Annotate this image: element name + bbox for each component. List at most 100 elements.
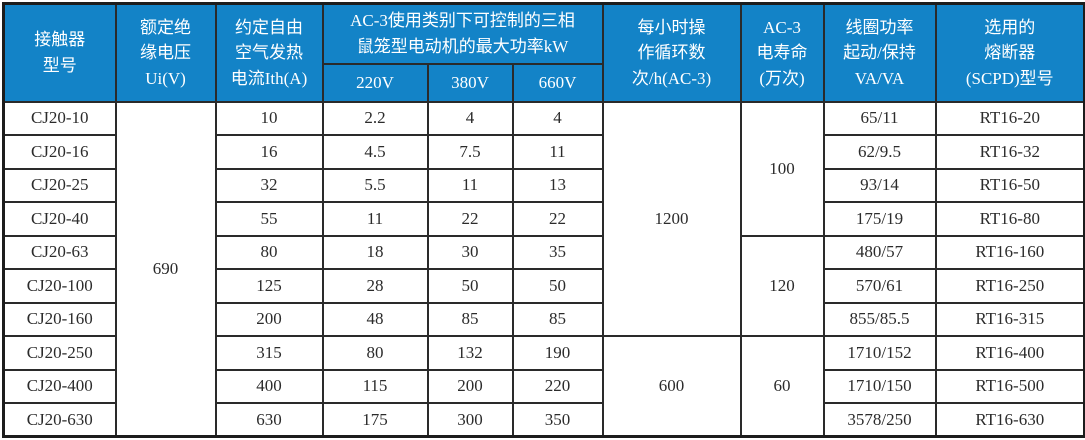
- cell-model: CJ20-400: [2, 368, 117, 404]
- cell-power-220v: 2.2: [321, 100, 429, 136]
- cell-fuse-type: RT16-315: [934, 301, 1085, 337]
- cell-coil-power: 65/11: [822, 100, 937, 136]
- cell-coil-power: 3578/250: [822, 402, 937, 438]
- cell-power-220v: 28: [321, 268, 429, 304]
- cell-power-380v: 11: [426, 167, 514, 203]
- cell-life-merged: 100: [739, 100, 825, 237]
- cell-power-660v: 11: [511, 134, 604, 170]
- cell-power-380v: 300: [426, 402, 514, 438]
- cell-power-220v: 18: [321, 234, 429, 270]
- cell-fuse-type: RT16-630: [934, 402, 1085, 438]
- col-header-electrical-life: AC-3 电寿命 (万次): [739, 2, 825, 103]
- table-row: CJ20-10 690 10 2.2 4 4 1200 100 65/11 RT…: [2, 100, 1085, 438]
- cell-power-220v: 175: [321, 402, 429, 438]
- cell-power-220v: 5.5: [321, 167, 429, 203]
- cell-power-380v: 4: [426, 100, 514, 136]
- cell-cycles-merged: 600: [601, 335, 742, 438]
- cell-power-380v: 22: [426, 201, 514, 237]
- cell-power-220v: 115: [321, 368, 429, 404]
- cell-coil-power: 93/14: [822, 167, 937, 203]
- table-header: 接触器 型号 额定绝 缘电压 Ui(V) 约定自由 空气发热 电流Ith(A) …: [2, 2, 1085, 103]
- cell-power-660v: 350: [511, 402, 604, 438]
- table-row: CJ20-63 80 18 30 35 120 480/57 RT16-160: [2, 234, 1085, 337]
- cell-power-380v: 30: [426, 234, 514, 270]
- cell-power-660v: 13: [511, 167, 604, 203]
- cell-power-220v: 48: [321, 301, 429, 337]
- table-row: CJ20-25 32 5.5 11 13 93/14 RT16-50: [2, 167, 1085, 203]
- cell-power-660v: 35: [511, 234, 604, 270]
- cell-power-380v: 200: [426, 368, 514, 404]
- cell-thermal-current: 630: [214, 402, 324, 438]
- cell-power-380v: 50: [426, 268, 514, 304]
- col-header-model: 接触器 型号: [2, 2, 117, 103]
- col-header-thermal-current: 约定自由 空气发热 电流Ith(A): [214, 2, 324, 103]
- cell-fuse-type: RT16-20: [934, 100, 1085, 136]
- cell-thermal-current: 16: [214, 134, 324, 170]
- cell-power-660v: 220: [511, 368, 604, 404]
- cell-power-660v: 190: [511, 335, 604, 371]
- table-row: CJ20-630 630 175 300 350 3578/250 RT16-6…: [2, 402, 1085, 438]
- cell-model: CJ20-100: [2, 268, 117, 304]
- cell-thermal-current: 200: [214, 301, 324, 337]
- cell-model: CJ20-25: [2, 167, 117, 203]
- cell-coil-power: 62/9.5: [822, 134, 937, 170]
- cell-model: CJ20-10: [2, 100, 117, 136]
- table-row: CJ20-100 125 28 50 50 570/61 RT16-250: [2, 268, 1085, 304]
- cell-model: CJ20-250: [2, 335, 117, 371]
- col-header-380v: 380V: [426, 62, 514, 103]
- cell-power-660v: 50: [511, 268, 604, 304]
- cell-power-380v: 132: [426, 335, 514, 371]
- cell-fuse-type: RT16-250: [934, 268, 1085, 304]
- table-row: CJ20-40 55 11 22 22 175/19 RT16-80: [2, 201, 1085, 237]
- cell-power-660v: 4: [511, 100, 604, 136]
- cell-coil-power: 855/85.5: [822, 301, 937, 337]
- cell-fuse-type: RT16-160: [934, 234, 1085, 270]
- cell-model: CJ20-160: [2, 301, 117, 337]
- cell-coil-power: 1710/152: [822, 335, 937, 371]
- cell-thermal-current: 400: [214, 368, 324, 404]
- cell-thermal-current: 315: [214, 335, 324, 371]
- cell-power-220v: 80: [321, 335, 429, 371]
- cell-thermal-current: 55: [214, 201, 324, 237]
- cell-power-380v: 85: [426, 301, 514, 337]
- table-row: CJ20-16 16 4.5 7.5 11 62/9.5 RT16-32: [2, 134, 1085, 170]
- cell-insulation-voltage-merged: 690: [114, 100, 217, 438]
- cell-thermal-current: 32: [214, 167, 324, 203]
- cell-model: CJ20-630: [2, 402, 117, 438]
- cell-coil-power: 1710/150: [822, 368, 937, 404]
- cell-power-220v: 11: [321, 201, 429, 237]
- col-header-ac3-max-power: AC-3使用类别下可控制的三相 鼠笼型电动机的最大功率kW: [321, 2, 604, 65]
- cell-fuse-type: RT16-50: [934, 167, 1085, 203]
- col-header-coil-power: 线圈功率 起动/保持 VA/VA: [822, 2, 937, 103]
- col-header-660v: 660V: [511, 62, 604, 103]
- cell-power-660v: 22: [511, 201, 604, 237]
- cell-model: CJ20-40: [2, 201, 117, 237]
- cell-fuse-type: RT16-500: [934, 368, 1085, 404]
- cell-coil-power: 570/61: [822, 268, 937, 304]
- table-row: CJ20-400 400 115 200 220 1710/150 RT16-5…: [2, 368, 1085, 404]
- table-row: CJ20-160 200 48 85 85 855/85.5 RT16-315: [2, 301, 1085, 337]
- cell-life-merged: 60: [739, 335, 825, 438]
- cell-power-380v: 7.5: [426, 134, 514, 170]
- cell-power-660v: 85: [511, 301, 604, 337]
- table-body: CJ20-10 690 10 2.2 4 4 1200 100 65/11 RT…: [2, 100, 1085, 438]
- cell-thermal-current: 80: [214, 234, 324, 270]
- cell-thermal-current: 125: [214, 268, 324, 304]
- col-header-insulation-voltage: 额定绝 缘电压 Ui(V): [114, 2, 217, 103]
- cell-model: CJ20-63: [2, 234, 117, 270]
- col-header-220v: 220V: [321, 62, 429, 103]
- header-row-sub: 220V 380V 660V: [4, 62, 1085, 103]
- cell-life-merged: 120: [739, 234, 825, 337]
- cell-fuse-type: RT16-400: [934, 335, 1085, 371]
- col-header-fuse-type: 选用的 熔断器 (SCPD)型号: [934, 2, 1085, 103]
- cell-power-220v: 4.5: [321, 134, 429, 170]
- cell-coil-power: 480/57: [822, 234, 937, 270]
- col-header-cycles-per-hour: 每小时操 作循环数 次/h(AC-3): [601, 2, 742, 103]
- cell-model: CJ20-16: [2, 134, 117, 170]
- cell-thermal-current: 10: [214, 100, 324, 136]
- cell-fuse-type: RT16-80: [934, 201, 1085, 237]
- cell-fuse-type: RT16-32: [934, 134, 1085, 170]
- cell-coil-power: 175/19: [822, 201, 937, 237]
